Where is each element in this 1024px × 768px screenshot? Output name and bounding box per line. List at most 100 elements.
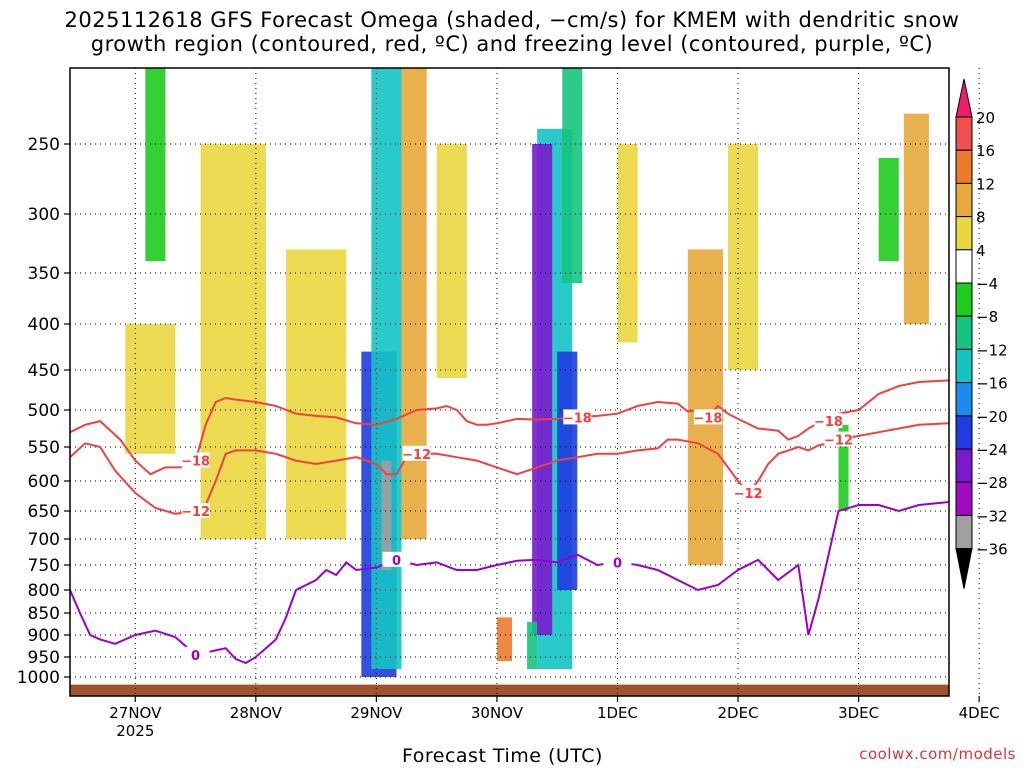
y-tick-label: 750	[28, 556, 60, 576]
y-tick-label: 350	[28, 264, 60, 284]
x-axis: 27NOV 28NOV 29NOV 30NOV 1DEC 2DEC 3DEC 4DEC 2025	[109, 696, 1000, 740]
omega-region-13	[727, 144, 759, 370]
contour-label-bg-freezing-level-0	[181, 646, 210, 662]
contour-label-bg-dgz-minus12-2	[734, 485, 763, 500]
contour-dgz-minus18	[70, 379, 949, 476]
x-year-label: 2025	[116, 722, 154, 740]
omega-region-19	[878, 158, 899, 262]
omega-region-15	[125, 324, 176, 454]
colorbar-label: −28	[976, 474, 1008, 492]
omega-region-9	[562, 68, 583, 284]
colorbar-segment-7	[955, 315, 973, 350]
colorbar-segment-5	[955, 249, 973, 284]
colorbar-label: −36	[976, 541, 1008, 559]
colorbar: 20 16 12 8 4 −4 −8 −12 −16 −20 −24 −28 −32 −36	[955, 78, 1008, 589]
y-tick-label: 1000	[17, 668, 60, 688]
colorbar-segment-13	[955, 514, 973, 550]
omega-region-5	[401, 68, 427, 539]
colorbar-segment-9	[955, 382, 973, 417]
colorbar-segment-8	[955, 348, 973, 384]
y-tick-label: 900	[28, 626, 60, 646]
colorbar-segment-4	[955, 216, 973, 251]
colorbar-label: −12	[976, 341, 1008, 359]
omega-region-18	[145, 68, 166, 262]
omega-region-16	[436, 144, 467, 378]
contour-label-dgz-minus18-2: −18	[693, 411, 722, 426]
contour-label-bg-dgz-minus18-1	[563, 409, 592, 425]
contour-label-bg-dgz-minus12-3	[824, 431, 853, 447]
contour-label-dgz-minus12-3: −12	[824, 434, 853, 449]
colorbar-segment-12	[955, 481, 973, 516]
colorbar-label: −20	[976, 408, 1008, 426]
colorbar-label: 16	[976, 142, 995, 160]
credit-link[interactable]: coolwx.com/models	[859, 745, 1016, 763]
colorbar-segment-1	[955, 116, 973, 151]
colorbar-label: 4	[976, 242, 986, 260]
contour-label-freezing-level-1: 0	[392, 554, 401, 569]
contour-label-freezing-level-2: 0	[613, 556, 622, 571]
colorbar-segment-10	[955, 415, 973, 450]
omega-region-7	[532, 144, 553, 635]
contour-label-bg-dgz-minus12-1	[402, 445, 431, 461]
colorbar-label: −32	[976, 507, 1008, 525]
contour-dgz-minus12	[70, 422, 949, 515]
contour-label-dgz-minus18-0: −18	[181, 455, 210, 470]
x-tick-label: 27NOV	[109, 704, 162, 722]
contour-label-bg-dgz-minus18-2	[693, 409, 722, 425]
colorbar-segment-11	[955, 448, 973, 483]
ground-surface	[70, 684, 949, 696]
colorbar-bottom-arrow	[955, 548, 973, 589]
omega-region-3	[371, 68, 402, 669]
contour-label-bg-dgz-minus12-0	[181, 503, 210, 518]
y-tick-label: 250	[28, 135, 60, 155]
omega-region-11	[527, 621, 538, 669]
omega-shading-layer	[125, 68, 929, 677]
y-tick-label: 450	[28, 361, 60, 381]
colorbar-label: 12	[976, 175, 995, 193]
omega-region-10	[496, 617, 513, 661]
colorbar-top-arrow	[955, 78, 973, 118]
chart-title-line2: growth region (contoured, red, ºC) and f…	[90, 32, 934, 56]
x-tick-label: 1DEC	[597, 704, 638, 722]
x-axis-label: Forecast Time (UTC)	[402, 745, 603, 767]
y-tick-label: 550	[28, 438, 60, 458]
contour-label-dgz-minus12-0: −12	[181, 505, 210, 520]
x-tick-label: 2DEC	[718, 704, 759, 722]
y-tick-label: 300	[28, 205, 60, 225]
y-tick-label: 850	[28, 604, 60, 624]
colorbar-label: 20	[976, 109, 995, 127]
colorbar-segment-3	[955, 182, 973, 218]
omega-region-1	[285, 249, 347, 539]
contour-freezing-level	[70, 501, 949, 665]
omega-region-0	[200, 144, 266, 539]
contour-label-dgz-minus12-2: −12	[734, 487, 763, 502]
colorbar-segment-6	[955, 282, 973, 317]
contour-label-bg-dgz-minus18-3	[814, 413, 843, 429]
contour-label-freezing-level-0: 0	[191, 649, 200, 664]
chart-title: 2025112618 GFS Forecast Omega (shaded, −…	[64, 8, 960, 32]
x-tick-label: 4DEC	[959, 704, 1000, 722]
y-tick-label: 950	[28, 648, 60, 668]
colorbar-label: −24	[976, 441, 1008, 459]
y-tick-label: 500	[28, 401, 60, 421]
omega-region-17	[617, 144, 638, 343]
colorbar-segment-2	[955, 149, 973, 184]
omega-region-4	[381, 460, 392, 570]
contour-label-dgz-minus18-1: −18	[563, 411, 592, 426]
y-tick-label: 700	[28, 530, 60, 550]
omega-region-8	[557, 351, 578, 590]
omega-region-14	[903, 113, 929, 324]
x-tick-label: 28NOV	[230, 704, 283, 722]
colorbar-label: 8	[976, 209, 986, 227]
x-tick-label: 30NOV	[471, 704, 524, 722]
y-axis: 2503003504004505005506006507007508008509…	[17, 135, 70, 688]
colorbar-label: −8	[976, 308, 998, 326]
x-tick-label: 3DEC	[838, 704, 879, 722]
y-tick-label: 650	[28, 502, 60, 522]
plot-frame	[69, 67, 950, 697]
y-tick-label: 600	[28, 472, 60, 492]
y-tick-label: 400	[28, 315, 60, 335]
contour-label-bg-freezing-level-1	[382, 551, 411, 567]
contour-label-bg-dgz-minus18-0	[181, 452, 210, 468]
